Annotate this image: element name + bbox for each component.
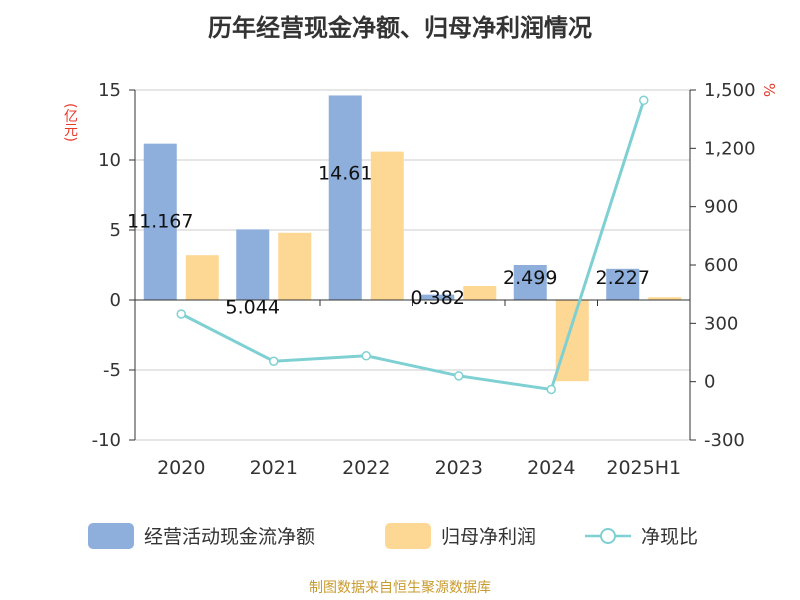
source-footer: 制图数据来自恒生聚源数据库 xyxy=(309,580,491,596)
ratio-line xyxy=(176,95,649,395)
bar-netprofit xyxy=(555,300,589,382)
legend-label: 归母净利润 xyxy=(441,526,536,548)
ratio-point xyxy=(361,351,371,361)
ratio-point xyxy=(546,384,556,395)
bar-data-label: 2.499 xyxy=(503,267,557,289)
right-tick-label: 0 xyxy=(704,372,715,393)
bar-netprofit xyxy=(648,297,682,300)
bar-data-label: 0.382 xyxy=(411,287,465,309)
bar-cashflow xyxy=(143,143,177,300)
right-tick-label: 600 xyxy=(704,255,738,276)
right-tick-label: 900 xyxy=(704,197,738,218)
left-tick-label: 15 xyxy=(98,80,121,101)
bar-cashflow xyxy=(513,265,547,300)
legend-label: 经营活动现金流净额 xyxy=(144,526,315,548)
bar-cashflow xyxy=(236,229,270,300)
bar-netprofit xyxy=(370,151,404,300)
category-label: 2020 xyxy=(157,457,205,479)
bar-cashflow xyxy=(421,294,455,300)
category-label: 2023 xyxy=(435,457,483,479)
category-label: 2022 xyxy=(342,457,390,479)
bar-netprofit xyxy=(278,232,312,300)
ratio-point xyxy=(639,95,649,106)
bar-netprofit xyxy=(463,286,497,300)
category-label: 2025H1 xyxy=(606,457,681,479)
gridlines xyxy=(135,89,690,441)
left-tick-label: 0 xyxy=(110,290,121,311)
chart-title: 历年经营现金净额、归母净利润情况 xyxy=(208,14,592,42)
right-tick-label: -300 xyxy=(704,430,745,451)
tick-labels: 15 10 5 0 -5 -10 1,500 1,200 900 600 300 0 -300 2020 2… xyxy=(92,80,756,479)
ratio-line-path xyxy=(180,99,646,392)
bar-cashflow xyxy=(606,268,640,300)
bar-netprofit xyxy=(185,255,219,300)
left-axis-unit: (亿元) xyxy=(62,102,78,142)
bar-data-label: 11.167 xyxy=(127,211,193,233)
legend-swatch xyxy=(385,523,431,549)
ratio-point xyxy=(454,371,464,381)
legend: 经营活动现金流净额 归母净利润 净现比 xyxy=(88,523,698,549)
axes xyxy=(129,89,696,441)
right-tick-label: 1,500 xyxy=(704,80,756,101)
left-tick-label: 10 xyxy=(98,150,121,171)
left-tick-label: -10 xyxy=(92,430,121,451)
bar-data-label: 5.044 xyxy=(226,296,280,318)
left-tick-label: 5 xyxy=(110,220,121,241)
ratio-point xyxy=(269,356,279,366)
data-labels: 11.167 5.044 14.61 0.382 2.499 2.227 xyxy=(127,162,650,318)
category-label: 2021 xyxy=(250,457,298,479)
left-tick-label: -5 xyxy=(103,360,121,381)
right-tick-label: 1,200 xyxy=(704,138,756,159)
bar-data-label: 2.227 xyxy=(596,267,650,289)
legend-swatch xyxy=(88,523,134,549)
ratio-point xyxy=(176,309,186,319)
legend-label: 净现比 xyxy=(641,526,698,548)
bar-cashflow xyxy=(328,95,362,301)
category-label: 2024 xyxy=(527,457,575,479)
bar-data-label: 14.61 xyxy=(318,162,372,184)
bars xyxy=(143,95,682,382)
right-tick-label: 300 xyxy=(704,313,738,334)
legend-marker xyxy=(600,528,616,544)
